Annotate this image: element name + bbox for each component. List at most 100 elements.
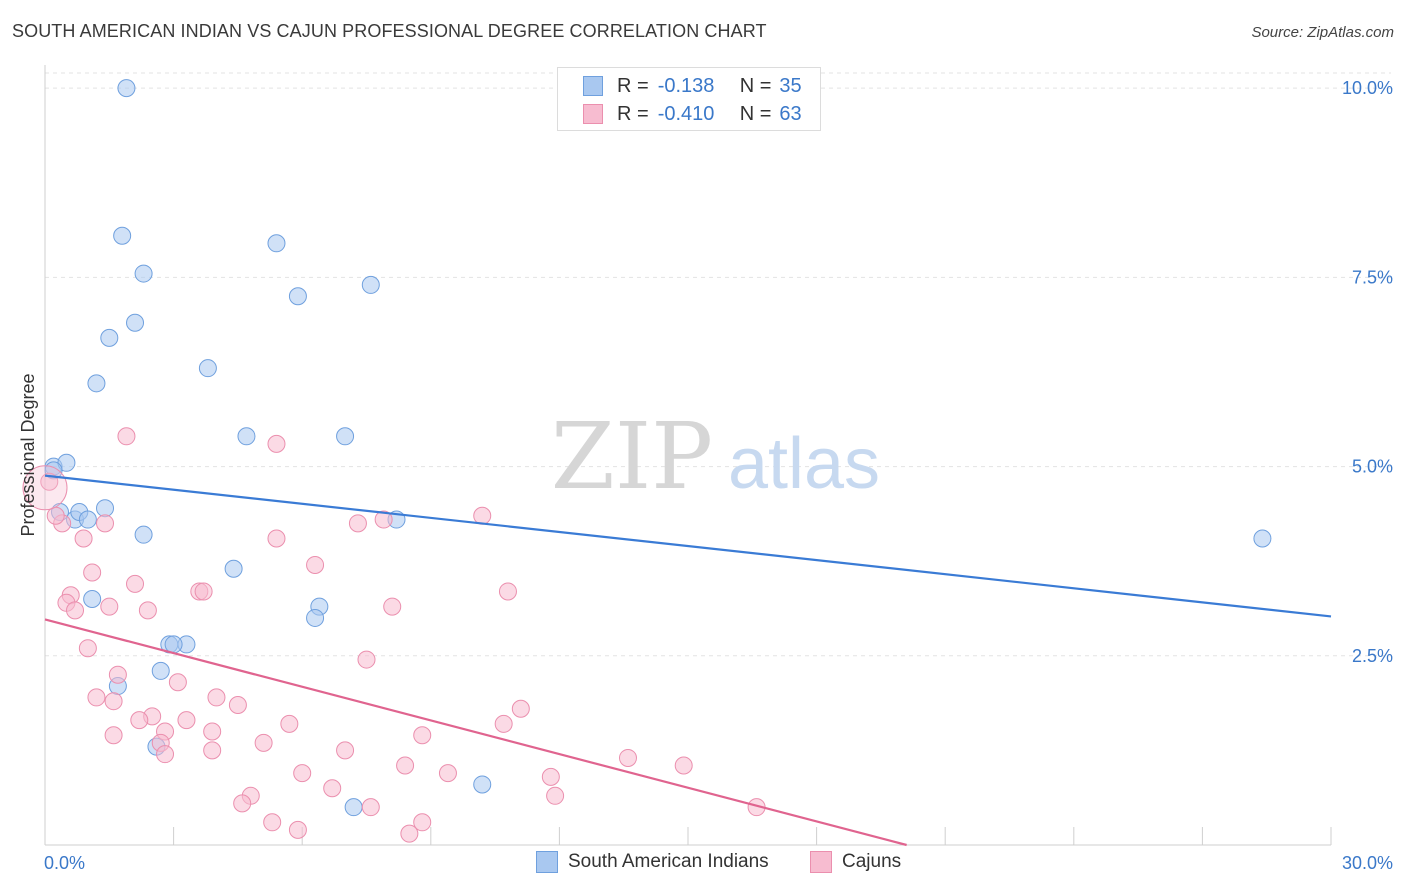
point-cajun <box>130 711 149 730</box>
r-label: R = <box>617 102 649 125</box>
y-axis-label: Professional Degree <box>18 373 38 536</box>
stats-swatch-blue <box>583 76 603 96</box>
point-south-american-indian <box>288 287 307 306</box>
point-cajun <box>104 692 123 711</box>
point-south-american-indian <box>473 775 492 794</box>
point-cajun <box>46 506 65 525</box>
point-south-american-indian <box>117 79 136 98</box>
point-cajun <box>361 798 380 817</box>
point-cajun <box>108 665 127 684</box>
point-cajun <box>498 582 517 601</box>
stats-swatch-pink <box>583 104 603 124</box>
point-cajun <box>228 695 247 714</box>
point-cajun <box>203 722 222 741</box>
point-cajun <box>267 529 286 548</box>
point-cajun <box>66 601 85 620</box>
point-cajun <box>207 688 226 707</box>
point-south-american-indian <box>134 525 153 544</box>
point-cajun <box>87 688 106 707</box>
point-cajun <box>336 741 355 760</box>
point-south-american-indian <box>361 275 380 294</box>
r-value: -0.410 <box>657 102 715 125</box>
y-tick-label: 5.0% <box>1352 457 1393 477</box>
trend-lines <box>44 474 1332 847</box>
n-value: 63 <box>779 102 802 125</box>
trend-line-cajuns <box>44 618 907 847</box>
point-south-american-indian <box>344 798 363 817</box>
point-south-american-indian <box>224 559 243 578</box>
point-cajun <box>156 745 175 764</box>
point-cajun <box>413 726 432 745</box>
legend-swatch-pink <box>810 851 832 873</box>
y-tick-label: 2.5% <box>1352 646 1393 666</box>
point-south-american-indian <box>126 313 145 332</box>
watermark: ZIP atlas <box>551 403 880 510</box>
point-cajun <box>511 699 530 718</box>
point-cajun <box>383 597 402 616</box>
point-cajun <box>267 434 286 453</box>
point-south-american-indian <box>336 427 355 446</box>
point-cajun <box>546 786 565 805</box>
point-south-american-indian <box>151 661 170 680</box>
point-cajun <box>280 714 299 733</box>
point-cajun <box>100 597 119 616</box>
point-cajun <box>413 813 432 832</box>
source-credit: Source: ZipAtlas.com <box>1251 24 1394 41</box>
trend-line-south-american-indians <box>44 474 1332 618</box>
point-cajun <box>83 563 102 582</box>
point-cajun <box>494 714 513 733</box>
point-cajun <box>126 574 145 593</box>
point-cajun <box>674 756 693 775</box>
point-cajun <box>323 779 342 798</box>
point-cajun <box>306 555 325 574</box>
point-cajun <box>177 711 196 730</box>
point-south-american-indian <box>198 359 217 378</box>
n-label: N = <box>739 74 772 97</box>
y-tick-label: 7.5% <box>1352 267 1393 287</box>
point-cajun <box>357 650 376 669</box>
point-south-american-indian <box>306 608 325 627</box>
point-cajun <box>618 748 637 767</box>
legend-item-south-american-indians[interactable]: South American Indians <box>536 851 769 873</box>
point-cajun <box>288 820 307 839</box>
point-cajun <box>203 741 222 760</box>
r-label: R = <box>617 74 649 97</box>
x-tick-label-min: 0.0% <box>44 853 85 873</box>
point-south-american-indian <box>113 226 132 245</box>
stats-row-cajuns: R = -0.410 N = 63 <box>558 99 802 129</box>
chart-title: SOUTH AMERICAN INDIAN VS CAJUN PROFESSIO… <box>12 21 767 41</box>
n-value: 35 <box>779 74 802 97</box>
watermark-zip: ZIP <box>551 403 713 510</box>
point-south-american-indian <box>237 427 256 446</box>
point-cajun <box>473 506 492 525</box>
point-cajun <box>293 764 312 783</box>
point-cajun <box>396 756 415 775</box>
grid-lines <box>45 72 1391 657</box>
point-south-american-indian <box>1253 529 1272 548</box>
point-cajun <box>348 514 367 533</box>
point-cajun <box>96 514 115 533</box>
y-tick-label: 10.0% <box>1342 78 1393 98</box>
point-cajun <box>233 794 252 813</box>
point-cajun <box>374 510 393 529</box>
stats-row-south-american-indians: R = -0.138 N = 35 <box>558 71 802 101</box>
point-south-american-indian <box>164 635 183 654</box>
legend-swatch-blue <box>536 851 558 873</box>
legend-item-cajuns[interactable]: Cajuns <box>810 851 901 873</box>
point-cajun <box>263 813 282 832</box>
point-cajun <box>74 529 93 548</box>
point-cajun <box>541 767 560 786</box>
point-south-american-indian <box>78 510 97 529</box>
point-cajun <box>138 601 157 620</box>
legend: South American Indians Cajuns <box>0 851 1406 879</box>
point-cajun <box>254 733 273 752</box>
r-value: -0.138 <box>657 74 715 97</box>
legend-label: South American Indians <box>568 851 769 872</box>
point-cajun <box>117 427 136 446</box>
n-label: N = <box>739 102 772 125</box>
point-south-american-indian <box>83 590 102 609</box>
point-south-american-indian <box>96 499 115 518</box>
tick-labels: 2.5% 5.0% 7.5% 10.0% 0.0% 30.0% <box>44 78 1393 873</box>
point-south-american-indian <box>100 328 119 347</box>
